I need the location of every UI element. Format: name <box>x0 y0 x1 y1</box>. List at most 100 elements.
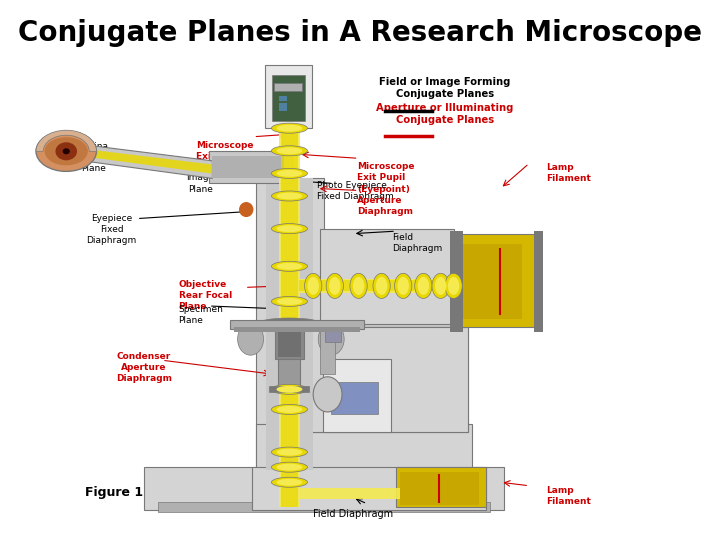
Bar <box>320 324 454 359</box>
Bar <box>299 280 457 292</box>
Ellipse shape <box>435 277 446 295</box>
Bar <box>320 357 436 424</box>
Bar <box>323 359 391 432</box>
Bar <box>274 83 302 91</box>
Ellipse shape <box>257 318 322 330</box>
Text: Lamp
Filament: Lamp Filament <box>546 163 590 184</box>
Bar <box>272 76 305 120</box>
Bar <box>454 234 536 327</box>
Bar <box>299 279 457 293</box>
Bar <box>256 178 324 470</box>
Ellipse shape <box>276 225 302 232</box>
Ellipse shape <box>276 386 302 393</box>
Text: Objective
Rear Focal
Plane: Objective Rear Focal Plane <box>179 280 232 311</box>
Text: Condenser
Aperture
Diaphragm: Condenser Aperture Diaphragm <box>116 352 172 383</box>
Bar <box>279 103 287 111</box>
Polygon shape <box>72 143 212 178</box>
Ellipse shape <box>448 277 459 295</box>
Ellipse shape <box>318 323 344 355</box>
Text: Aperture or Illuminating
Conjugate Planes: Aperture or Illuminating Conjugate Plane… <box>377 103 513 125</box>
Polygon shape <box>79 148 211 173</box>
Text: Field or Image Forming
Conjugate Planes: Field or Image Forming Conjugate Planes <box>379 77 510 99</box>
Ellipse shape <box>305 273 322 299</box>
Bar <box>534 231 543 332</box>
Bar <box>230 320 364 329</box>
Ellipse shape <box>307 277 319 295</box>
Ellipse shape <box>276 464 302 471</box>
Ellipse shape <box>271 168 307 178</box>
Bar <box>299 488 400 499</box>
Ellipse shape <box>271 477 307 487</box>
Bar <box>281 126 298 508</box>
Bar <box>320 327 335 374</box>
Ellipse shape <box>36 131 96 171</box>
Ellipse shape <box>271 462 307 472</box>
Ellipse shape <box>397 277 409 295</box>
Bar <box>158 502 490 512</box>
Text: Photo Eyepiece
Fixed Diaphragm: Photo Eyepiece Fixed Diaphragm <box>317 181 394 201</box>
Ellipse shape <box>45 137 88 165</box>
Ellipse shape <box>313 377 342 412</box>
Bar <box>266 178 313 470</box>
Ellipse shape <box>376 277 387 295</box>
Text: Field Diaphragm: Field Diaphragm <box>312 509 393 519</box>
Ellipse shape <box>271 224 307 234</box>
Ellipse shape <box>373 273 390 299</box>
Ellipse shape <box>432 273 449 299</box>
Ellipse shape <box>395 273 412 299</box>
Bar <box>274 327 468 432</box>
Ellipse shape <box>415 273 432 299</box>
Bar <box>325 329 341 342</box>
Bar <box>234 327 360 332</box>
Bar <box>274 327 468 432</box>
Ellipse shape <box>55 142 77 160</box>
Bar <box>282 126 297 153</box>
Bar <box>461 244 522 319</box>
Ellipse shape <box>271 384 307 394</box>
Text: Camera
Image
Plane: Camera Image Plane <box>182 163 218 193</box>
Ellipse shape <box>271 296 307 307</box>
Ellipse shape <box>276 263 302 270</box>
Bar <box>331 382 378 415</box>
Text: Conjugate Planes in A Research Microscope: Conjugate Planes in A Research Microscop… <box>18 19 702 47</box>
Wedge shape <box>36 130 96 151</box>
Text: Retina
Image
Plane: Retina Image Plane <box>79 142 108 173</box>
Ellipse shape <box>445 273 462 299</box>
Bar <box>278 329 301 357</box>
Bar <box>144 467 504 510</box>
Bar <box>252 467 486 510</box>
Ellipse shape <box>238 323 264 355</box>
Ellipse shape <box>239 202 253 217</box>
Bar <box>396 467 486 508</box>
Ellipse shape <box>271 447 307 457</box>
Bar <box>279 126 300 508</box>
Bar <box>279 96 287 100</box>
Text: Aperture
Diaphragm: Aperture Diaphragm <box>357 196 413 216</box>
Bar <box>320 228 454 329</box>
Bar <box>212 156 284 178</box>
Bar <box>265 65 312 128</box>
Ellipse shape <box>353 277 364 295</box>
Ellipse shape <box>271 146 307 156</box>
Ellipse shape <box>350 273 367 299</box>
Bar <box>400 472 479 505</box>
Ellipse shape <box>271 404 307 415</box>
Ellipse shape <box>276 479 302 486</box>
Ellipse shape <box>276 125 302 132</box>
Ellipse shape <box>63 148 70 154</box>
Text: Eyepiece
Fixed
Diaphragm: Eyepiece Fixed Diaphragm <box>86 213 137 245</box>
Text: Lamp
Filament: Lamp Filament <box>546 486 590 506</box>
Ellipse shape <box>276 147 302 154</box>
Ellipse shape <box>276 170 302 177</box>
Bar <box>450 231 463 332</box>
Text: Microscope
Exit Pupil
(Eyepoint): Microscope Exit Pupil (Eyepoint) <box>357 163 415 193</box>
Ellipse shape <box>418 277 429 295</box>
Ellipse shape <box>276 449 302 456</box>
Ellipse shape <box>276 298 302 305</box>
Bar <box>278 359 300 389</box>
Text: Microscope
Exit Pupil
(Eyepoint): Microscope Exit Pupil (Eyepoint) <box>196 141 253 172</box>
Bar <box>269 386 309 392</box>
Text: Specimen
Plane: Specimen Plane <box>179 305 223 325</box>
Ellipse shape <box>326 273 343 299</box>
Ellipse shape <box>271 261 307 271</box>
